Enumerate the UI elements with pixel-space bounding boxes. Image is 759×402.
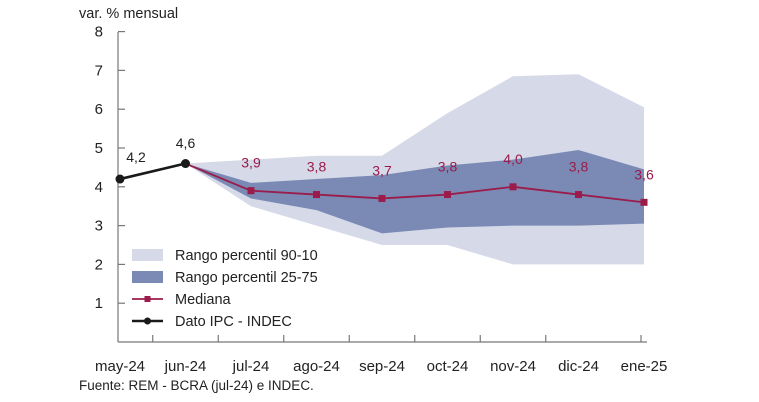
median-point	[313, 191, 320, 199]
x-tick-label: jul-24	[232, 358, 270, 375]
median-point	[378, 194, 386, 202]
legend-item: Rango percentil 25-75	[132, 270, 318, 286]
legend-item: Dato IPC - INDEC	[132, 314, 292, 330]
x-tick-label: jun-24	[164, 358, 207, 375]
legend-swatch	[132, 271, 163, 283]
ipc-point	[115, 174, 125, 184]
median-point	[509, 183, 517, 191]
legend-item: Rango percentil 90-10	[132, 248, 318, 264]
median-data-label: 4,0	[503, 151, 523, 167]
median-line	[185, 162, 645, 204]
y-tick-label: 1	[95, 295, 103, 312]
legend-item: Mediana	[132, 292, 232, 308]
median-data-label: 3,8	[569, 159, 589, 175]
ipc-line	[119, 162, 186, 181]
legend-label: Rango percentil 90-10	[175, 248, 318, 264]
legend-label: Mediana	[175, 292, 232, 308]
y-tick-label: 4	[95, 179, 103, 196]
x-tick-label: sep-24	[359, 358, 405, 375]
x-tick-label: oct-24	[427, 358, 469, 375]
legend: Rango percentil 90-10 Rango percentil 25-…	[132, 248, 318, 330]
legend-marker	[144, 317, 151, 325]
y-tick-label: 2	[95, 256, 103, 273]
x-tick-label: nov-24	[490, 358, 536, 375]
x-tick-label: ago-24	[293, 358, 340, 375]
y-tick-label: 6	[95, 101, 103, 118]
lines-layer	[115, 159, 648, 206]
median-data-label: 3,8	[307, 159, 327, 175]
y-tick-label: 3	[95, 218, 103, 235]
x-tick-label: ene-25	[621, 358, 668, 375]
legend-swatch	[132, 249, 163, 261]
ipc-point	[181, 159, 190, 169]
ipc-data-label: 4,6	[176, 135, 196, 151]
ipc-data-label: 4,2	[126, 149, 146, 165]
chart-title: var. % mensual	[79, 6, 178, 22]
data-labels-layer: 3,9 3,8 3,7 3,8 4,0 3,8 3,6 4,2 4,6	[126, 135, 654, 182]
legend-label: Rango percentil 25-75	[175, 270, 318, 286]
y-tick-label: 7	[95, 62, 103, 79]
y-tick-label: 5	[95, 140, 103, 157]
x-tick-label: dic-24	[558, 358, 599, 375]
source-note: Fuente: REM - BCRA (jul-24) e INDEC.	[79, 378, 314, 393]
x-tick-label: may-24	[95, 358, 145, 375]
median-point	[575, 191, 582, 199]
band-p25-75	[185, 149, 644, 234]
legend-label: Dato IPC - INDEC	[175, 314, 292, 330]
median-point	[640, 198, 648, 206]
median-point	[247, 187, 255, 195]
axes-layer: 1 2 3 4 5 6 7 8 may-24 jun-24 jul-24 ago-24 sep-24 oc…	[95, 24, 668, 375]
bands-layer	[185, 74, 644, 265]
legend-marker	[144, 296, 151, 302]
median-data-label: 3,8	[438, 159, 458, 175]
y-tick-label: 8	[95, 24, 103, 41]
median-data-label: 3,7	[372, 162, 392, 178]
median-data-label: 3,9	[241, 155, 261, 171]
median-point	[444, 191, 451, 199]
median-data-label: 3,6	[634, 166, 654, 182]
